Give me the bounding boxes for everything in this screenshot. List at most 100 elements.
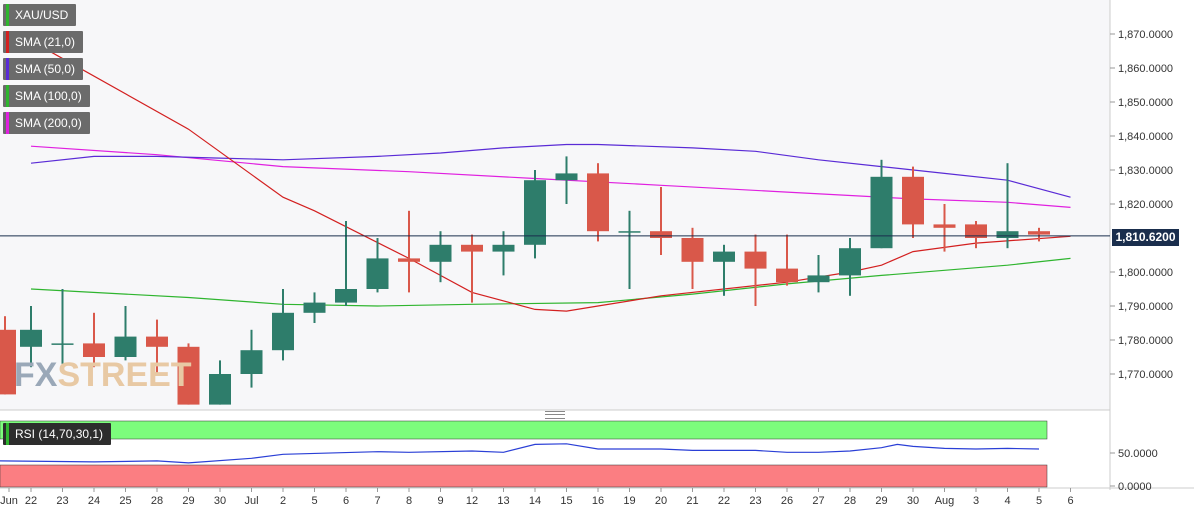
watermark-fx: FX (14, 356, 58, 394)
candle-body (335, 289, 357, 303)
x-tick-label: Aug (935, 495, 955, 507)
candle-body (1028, 231, 1050, 235)
candle (335, 221, 357, 306)
rsi-overbought-band (0, 420, 1048, 440)
x-tick-label: 27 (812, 495, 824, 507)
y-tick-label: 1,780.0000 (1118, 335, 1173, 347)
candle-body (713, 251, 735, 262)
y-tick-label: 1,860.0000 (1118, 63, 1173, 75)
x-tick-label: 21 (686, 495, 698, 507)
candle-body (209, 374, 231, 405)
candle-body (83, 343, 105, 357)
legend-sma200[interactable]: SMA (200,0) (3, 112, 90, 134)
sma21-line (30, 40, 1071, 312)
candle-body (587, 173, 609, 232)
x-tick-label: 23 (56, 495, 68, 507)
candle (587, 163, 609, 242)
y-tick-label: 1,850.0000 (1118, 97, 1173, 109)
candle-body (776, 268, 798, 283)
candle (240, 329, 263, 388)
candle (114, 306, 137, 361)
rsi-oversold-band (0, 464, 1048, 488)
candle (398, 210, 420, 293)
candle (303, 292, 326, 323)
candle-body (965, 224, 987, 238)
x-tick-label: 23 (749, 495, 761, 507)
legend-sma21[interactable]: SMA (21,0) (3, 31, 84, 53)
candle (524, 170, 546, 259)
rsi-legend-label: RSI (14,70,30,1) (15, 427, 104, 441)
candle-body (681, 238, 704, 262)
x-tick-label: 22 (718, 495, 730, 507)
candle-body (20, 329, 42, 347)
x-tick-label: 9 (437, 495, 443, 507)
x-axis-labels: Jun 22 23 24 25 28 29 30 Jul 2 5 6 7 8 9 12 13 14 15 16 19 20… (0, 488, 1074, 507)
candle-body (366, 258, 389, 289)
x-tick-label: Jul (244, 495, 258, 507)
legend-sma21-swatch (6, 31, 9, 53)
x-tick-label: 5 (311, 495, 317, 507)
x-tick-label: 8 (406, 495, 412, 507)
candle (492, 231, 515, 276)
legend-sma100[interactable]: SMA (100,0) (3, 85, 90, 107)
legend-sma100-swatch (6, 85, 9, 107)
x-tick-label: 25 (119, 495, 131, 507)
candle (0, 316, 16, 395)
x-tick-label: 6 (343, 495, 349, 507)
x-tick-label: 3 (973, 495, 979, 507)
legend-sma200-swatch (6, 112, 9, 134)
x-tick-label: 2 (280, 495, 286, 507)
rsi-legend-swatch (6, 423, 9, 445)
candle (996, 163, 1019, 249)
x-tick-label: 28 (151, 495, 163, 507)
candle (965, 221, 987, 249)
candle (177, 343, 200, 405)
candle (51, 289, 74, 364)
rsi-legend[interactable]: RSI (14,70,30,1) (3, 423, 112, 445)
sma100-line (30, 257, 1071, 307)
x-tick-label: 5 (1036, 495, 1042, 507)
panel-resize-handle[interactable] (545, 411, 565, 419)
watermark-street: STREET (57, 356, 192, 394)
rsi-path (0, 443, 1040, 464)
candle (618, 210, 641, 289)
candlesticks (0, 156, 1050, 405)
candle (461, 234, 483, 303)
x-tick-label: 13 (497, 495, 509, 507)
candle-body (272, 312, 294, 351)
price-panel-background (0, 0, 1110, 410)
x-tick-label: 20 (655, 495, 667, 507)
x-tick-label: 30 (214, 495, 226, 507)
legend-sma100-label: SMA (100,0) (15, 89, 82, 103)
x-tick-label: 14 (529, 495, 541, 507)
candle-body (146, 336, 168, 347)
candle-body (744, 251, 767, 269)
x-tick-label: 30 (907, 495, 919, 507)
x-tick-label: 4 (1004, 495, 1010, 507)
legend-symbol-swatch (6, 4, 9, 26)
legend-sma50[interactable]: SMA (50,0) (3, 58, 84, 80)
x-tick-label: Jun (0, 495, 18, 507)
candle (650, 187, 672, 255)
candle (272, 289, 294, 361)
candle-body (240, 350, 263, 374)
candle-body (303, 302, 326, 313)
y-tick-label: 1,840.0000 (1118, 131, 1173, 143)
candle (713, 244, 735, 296)
candle-body (0, 329, 16, 395)
candle (429, 231, 452, 283)
candle (776, 234, 798, 286)
legend-symbol-label: XAU/USD (15, 8, 69, 22)
candle (146, 319, 168, 374)
legend-symbol[interactable]: XAU/USD (3, 4, 77, 26)
candle (902, 166, 924, 238)
candle (933, 204, 956, 252)
candle (839, 238, 861, 296)
legend-sma50-label: SMA (50,0) (15, 62, 76, 76)
candle-body (398, 258, 420, 262)
legend-sma21-label: SMA (21,0) (15, 35, 76, 49)
x-tick-label: 15 (560, 495, 572, 507)
x-tick-label: 24 (88, 495, 100, 507)
x-tick-label: 29 (875, 495, 887, 507)
